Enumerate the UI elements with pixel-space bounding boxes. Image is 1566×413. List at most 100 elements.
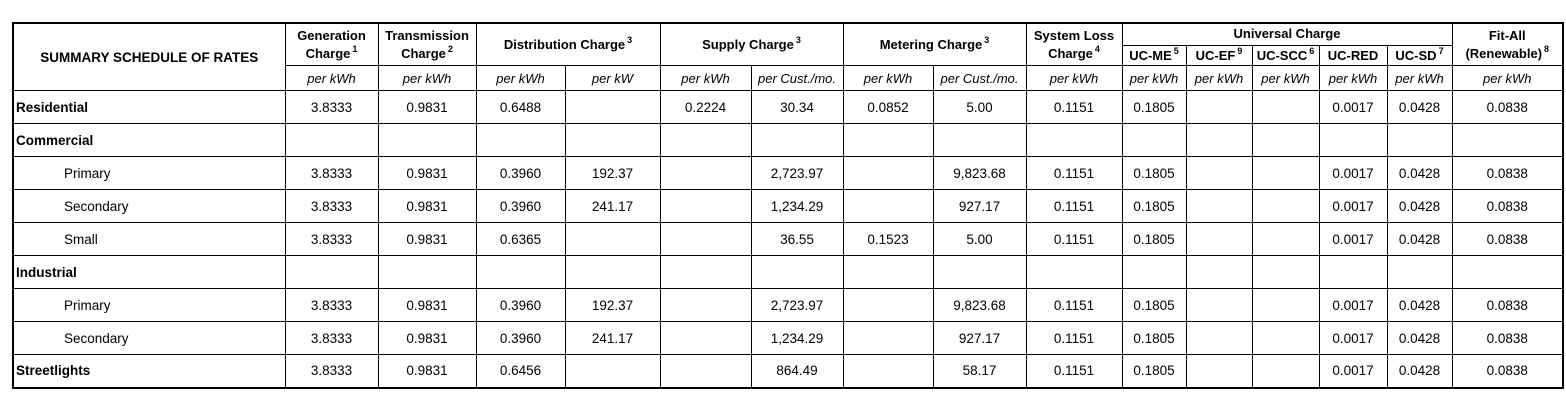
table-title: SUMMARY SCHEDULE OF RATES [12, 22, 286, 92]
cell-value [1251, 288, 1320, 323]
col-header-uc-me: UC-ME 5 [1121, 44, 1187, 67]
cell-value [659, 255, 752, 290]
cell-value: 0.9831 [377, 354, 477, 389]
cell-value: 0.0428 [1386, 90, 1453, 125]
units-row: per kWh per kWh per kWh per kW per kWh p… [13, 65, 1564, 92]
unit-cell: per kWh [475, 65, 566, 92]
cell-value: 0.0838 [1451, 354, 1564, 389]
footnote-marker: 7 [1438, 46, 1444, 57]
col-header-label: Universal Charge [1233, 26, 1341, 42]
cell-value: 0.0017 [1318, 90, 1388, 125]
footnote-marker: 9 [1237, 46, 1243, 57]
table-row: Commercial [12, 123, 1564, 158]
col-header-label: UC-SCC [1256, 47, 1308, 63]
cell-value: 1,234.29 [750, 321, 844, 356]
cell-value: 0.9831 [377, 189, 477, 224]
cell-value [564, 123, 661, 158]
unit-cell: per kWh [1121, 65, 1187, 92]
cell-value: 30.34 [750, 90, 844, 125]
row-label: Industrial [12, 255, 286, 290]
cell-value: 3.8333 [284, 156, 379, 191]
cell-value: 5.00 [932, 222, 1027, 257]
cell-value: 3.8333 [284, 354, 379, 389]
cell-value: 0.0017 [1318, 156, 1388, 191]
cell-value: 0.0838 [1451, 156, 1564, 191]
footnote-marker: 4 [1094, 44, 1100, 55]
cell-value: 0.1805 [1121, 321, 1187, 356]
header-group-row: SUMMARY SCHEDULE OF RATES Generation Cha… [12, 22, 1564, 92]
cell-value: 0.0838 [1451, 288, 1564, 323]
cell-value: 0.1805 [1121, 354, 1187, 389]
cell-value [932, 123, 1027, 158]
cell-value [1185, 354, 1253, 389]
cell-value [1121, 123, 1187, 158]
cell-value: 1,234.29 [750, 189, 844, 224]
cell-value [659, 288, 752, 323]
cell-value: 0.1805 [1121, 90, 1187, 125]
col-header-transmission-charge: Transmission Charge 2 [377, 22, 477, 67]
cell-value: 0.1805 [1121, 189, 1187, 224]
table-row: Secondary 3.8333 0.9831 0.3960 241.17 1,234.2… [12, 189, 1564, 224]
row-label: Residential [12, 90, 286, 125]
cell-value: 0.1805 [1121, 222, 1187, 257]
cell-value: 0.9831 [377, 90, 477, 125]
col-header-label: System Loss Charge [1033, 27, 1115, 61]
cell-value: 0.6456 [475, 354, 566, 389]
col-header-label: Generation Charge [297, 27, 366, 61]
row-label: Primary [12, 156, 286, 191]
cell-value: 0.6488 [475, 90, 566, 125]
cell-value: 0.1805 [1121, 288, 1187, 323]
col-header-label: UC-SD [1395, 47, 1437, 63]
cell-value: 9,823.68 [932, 288, 1027, 323]
cell-value: 0.0428 [1386, 156, 1453, 191]
unit-cell: per kWh [1185, 65, 1253, 92]
cell-value: 0.3960 [475, 288, 566, 323]
footnote-marker: 3 [984, 35, 990, 46]
col-header-fit-all: Fit-All (Renewable) 8 [1451, 22, 1564, 67]
cell-value [842, 156, 934, 191]
table-header: SUMMARY SCHEDULE OF RATES Generation Cha… [12, 22, 1564, 92]
cell-value [842, 354, 934, 389]
table-row: Streetlights 3.8333 0.9831 0.6456 864.49 58.1… [12, 354, 1564, 389]
cell-value [932, 255, 1027, 290]
cell-value [750, 123, 844, 158]
col-header-distribution-charge: Distribution Charge 3 [475, 22, 661, 67]
cell-value [1451, 255, 1564, 290]
col-header-label: Distribution Charge [503, 36, 626, 52]
footnote-marker: 3 [795, 35, 801, 46]
cell-value: 0.0838 [1451, 222, 1564, 257]
col-header-label: UC-ME [1129, 47, 1172, 63]
cell-value [475, 123, 566, 158]
cell-value: 241.17 [564, 189, 661, 224]
col-header-label: Fit-All (Renewable) [1465, 27, 1543, 61]
cell-value: 58.17 [932, 354, 1027, 389]
footnote-marker: 2 [447, 44, 453, 55]
unit-cell: per kWh [284, 65, 379, 92]
unit-cell: per kWh [1251, 65, 1320, 92]
cell-value: 0.1151 [1025, 288, 1123, 323]
cell-value: 0.0838 [1451, 189, 1564, 224]
cell-value [659, 321, 752, 356]
cell-value [377, 255, 477, 290]
cell-value [659, 123, 752, 158]
row-label: Streetlights [12, 354, 286, 389]
cell-value: 0.1805 [1121, 156, 1187, 191]
cell-value: 3.8333 [284, 288, 379, 323]
cell-value: 0.0838 [1451, 90, 1564, 125]
cell-value [1251, 90, 1320, 125]
cell-value: 0.0838 [1451, 321, 1564, 356]
col-header-metering-charge: Metering Charge 3 [842, 22, 1027, 67]
cell-value [659, 156, 752, 191]
cell-value [1185, 90, 1253, 125]
row-label: Secondary [12, 189, 286, 224]
table-row: Residential 3.8333 0.9831 0.6488 0.2224 30.34… [12, 90, 1564, 125]
cell-value [1386, 255, 1453, 290]
cell-value [842, 288, 934, 323]
footnote-marker: 3 [627, 35, 633, 46]
cell-value [377, 123, 477, 158]
col-header-label: Metering Charge [879, 36, 983, 52]
cell-value: 36.55 [750, 222, 844, 257]
unit-cell: per kWh [659, 65, 752, 92]
cell-value: 0.1151 [1025, 189, 1123, 224]
